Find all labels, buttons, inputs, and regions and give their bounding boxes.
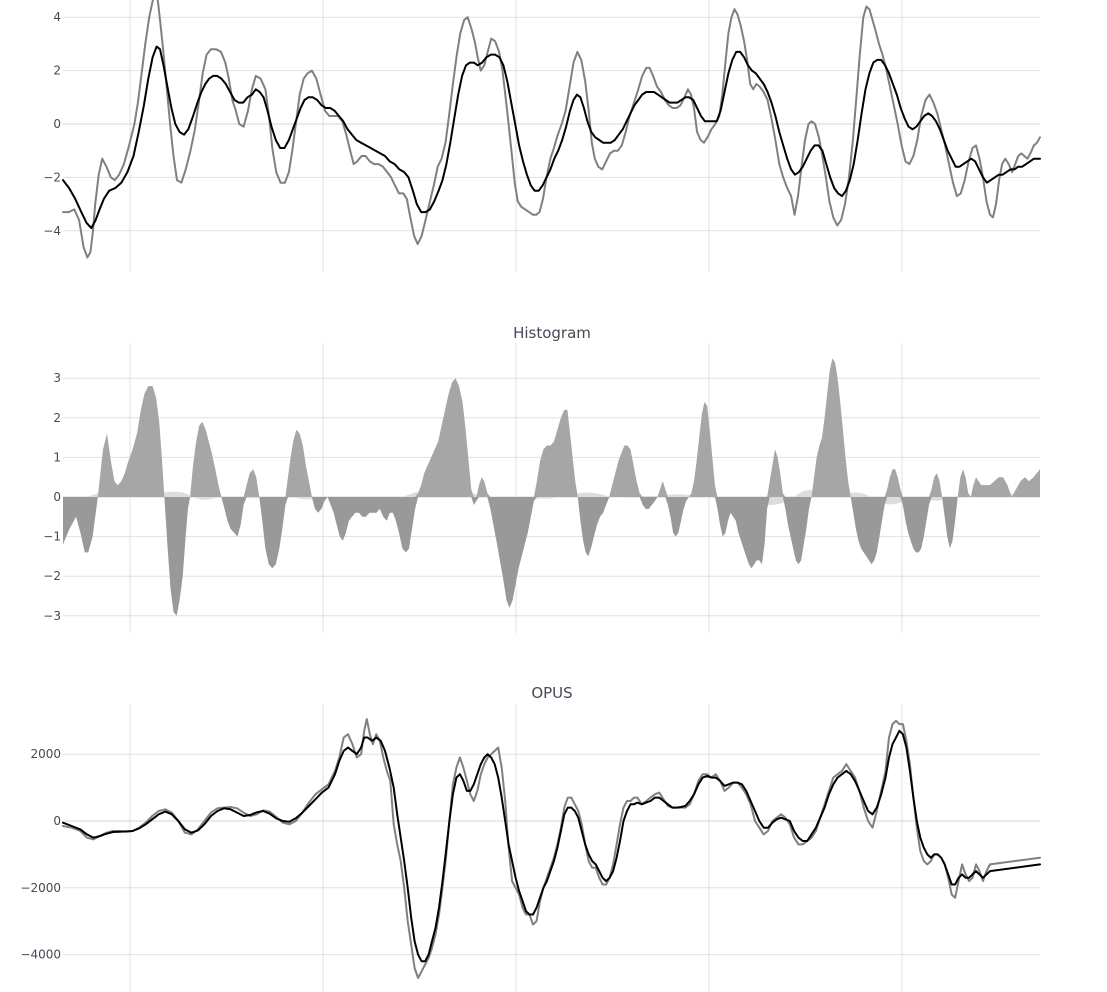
y-tick-label: −1 (43, 530, 61, 544)
y-tick-label: 0 (53, 814, 61, 828)
y-tick-label: 0 (53, 117, 61, 131)
y-tick-label: 0 (53, 490, 61, 504)
y-tick-label: 2 (53, 411, 61, 425)
y-tick-label: −2000 (20, 881, 61, 895)
y-tick-label: −2 (43, 569, 61, 583)
smoothed-series-line (62, 729, 1041, 963)
panel-3: OPUS 2000 0 −2000 −4000 (20, 684, 1041, 992)
panel-title: OPUS (531, 684, 572, 702)
y-tick-label: 2 (53, 64, 61, 78)
panel-title: Histogram (513, 324, 591, 342)
y-tick-label: 4 (53, 10, 61, 24)
y-tick-label: 1 (53, 450, 61, 464)
histogram-positive-area (63, 358, 1040, 497)
y-tick-label: −4000 (20, 948, 61, 962)
y-tick-label: 3 (53, 371, 61, 385)
y-tick-label: −3 (43, 609, 61, 623)
panel-2: Histogram 3 2 1 0 −1 −2 −3 (43, 324, 1040, 633)
panel-1: 4 2 0 −2 −4 (43, 0, 1041, 272)
smoothed-series-line (62, 45, 1041, 230)
y-tick-label: −2 (43, 170, 61, 184)
histogram-negative-area (63, 497, 1040, 616)
raw-series-line (62, 0, 1041, 259)
y-tick-label: −4 (43, 224, 61, 238)
y-tick-label: 2000 (30, 747, 61, 761)
chart-panels: 4 2 0 −2 −4 Histogram 3 2 1 0 −1 −2 −3 OPUS 2000 0 −2000… (20, 0, 1041, 992)
